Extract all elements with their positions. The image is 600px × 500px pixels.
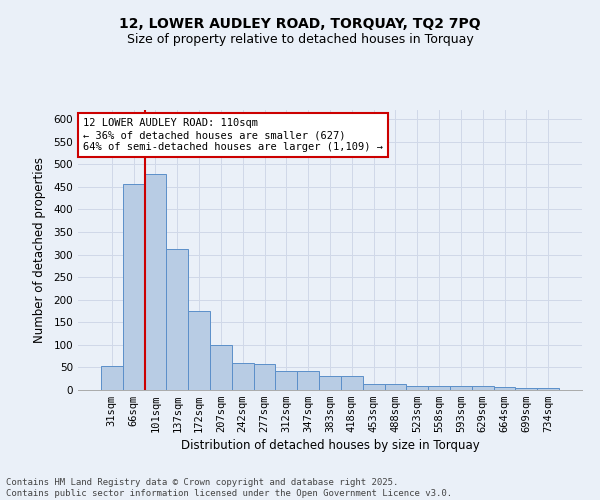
Bar xyxy=(319,376,341,390)
Bar xyxy=(123,184,145,390)
Bar xyxy=(363,384,385,390)
Bar xyxy=(450,386,472,390)
Bar xyxy=(297,370,319,390)
Bar xyxy=(472,386,494,390)
Bar xyxy=(101,366,123,390)
X-axis label: Distribution of detached houses by size in Torquay: Distribution of detached houses by size … xyxy=(181,440,479,452)
Text: Contains HM Land Registry data © Crown copyright and database right 2025.
Contai: Contains HM Land Registry data © Crown c… xyxy=(6,478,452,498)
Y-axis label: Number of detached properties: Number of detached properties xyxy=(34,157,46,343)
Text: 12 LOWER AUDLEY ROAD: 110sqm
← 36% of detached houses are smaller (627)
64% of s: 12 LOWER AUDLEY ROAD: 110sqm ← 36% of de… xyxy=(83,118,383,152)
Bar xyxy=(188,311,210,390)
Bar xyxy=(145,174,166,390)
Bar xyxy=(515,388,537,390)
Bar xyxy=(494,387,515,390)
Bar xyxy=(166,248,188,390)
Bar xyxy=(537,388,559,390)
Bar xyxy=(210,345,232,390)
Bar xyxy=(406,386,428,390)
Bar xyxy=(254,364,275,390)
Text: Size of property relative to detached houses in Torquay: Size of property relative to detached ho… xyxy=(127,32,473,46)
Bar xyxy=(428,386,450,390)
Bar xyxy=(232,364,254,390)
Text: 12, LOWER AUDLEY ROAD, TORQUAY, TQ2 7PQ: 12, LOWER AUDLEY ROAD, TORQUAY, TQ2 7PQ xyxy=(119,18,481,32)
Bar xyxy=(385,384,406,390)
Bar xyxy=(275,370,297,390)
Bar xyxy=(341,376,363,390)
